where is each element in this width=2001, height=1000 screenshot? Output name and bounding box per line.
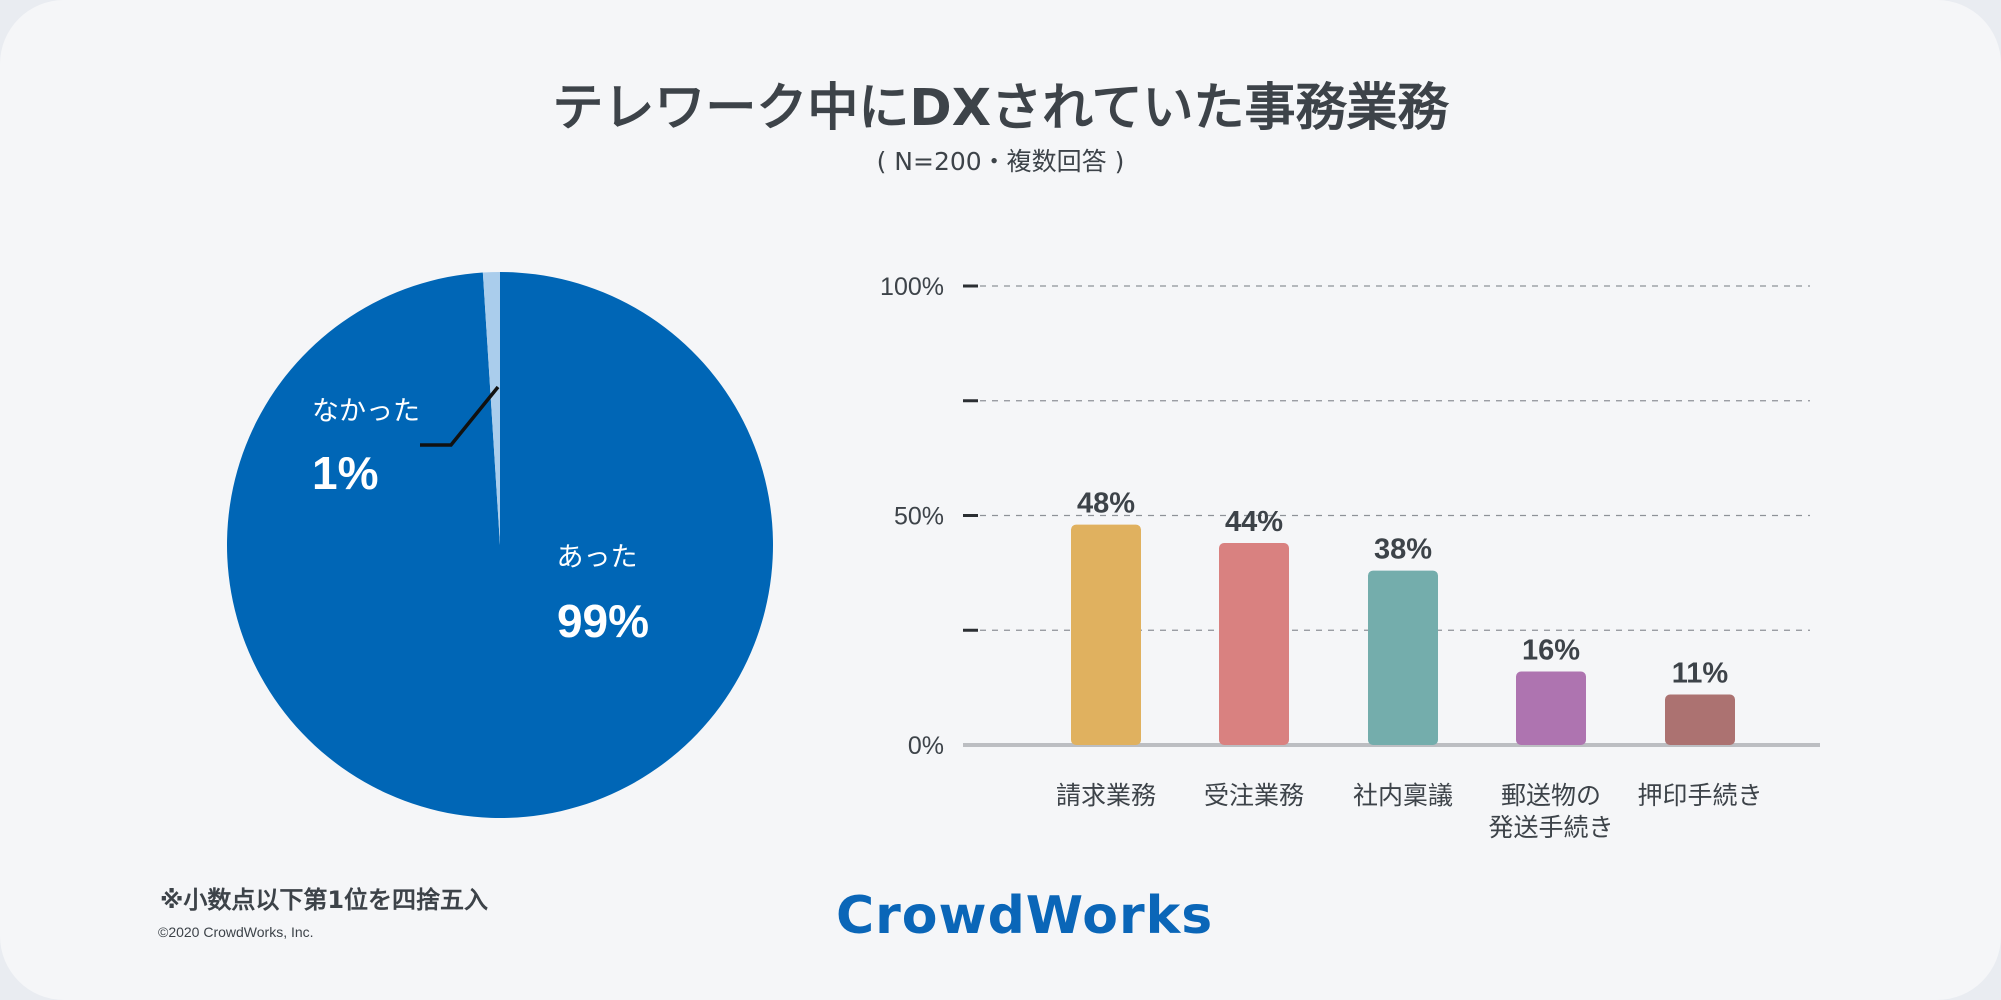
x-category-label: 押印手続き <box>1637 781 1762 810</box>
bar-value-label: 44% <box>1225 506 1283 538</box>
pie-label-name: あった <box>557 542 638 573</box>
pie-slice-2 <box>482 272 500 545</box>
bar-1 <box>1071 524 1141 745</box>
rounding-note: ※小数点以下第1位を四捨五入 <box>160 886 489 914</box>
chart-subtitle: ( N=200・複数回答 ) <box>876 147 1125 176</box>
pie-slice-1 <box>226 272 773 818</box>
bar-value-label: 11% <box>1672 658 1729 690</box>
x-category-label: 社内稟議 <box>1353 781 1453 810</box>
pie-chart: あった 99% なかった 1% <box>226 272 773 818</box>
x-category-label: 受注業務 <box>1204 781 1304 810</box>
y-tick-label: 50% <box>894 503 944 531</box>
bar-2 <box>1219 543 1289 745</box>
bar-value-label: 38% <box>1374 534 1432 566</box>
pie-leader-line <box>420 385 500 447</box>
bar-value-label: 16% <box>1522 635 1580 667</box>
copyright-text: ©2020 CrowdWorks, Inc. <box>158 924 314 940</box>
crowdworks-logo: CrowdWorks <box>836 886 1214 946</box>
x-category-label: 請求業務 <box>1056 781 1156 810</box>
chart-title: テレワーク中にDXされていた事務業務 <box>552 79 1449 138</box>
pie-label-name: なかった <box>312 396 420 427</box>
y-tick-label: 0% <box>908 732 944 760</box>
x-category-label: 郵送物の <box>1501 781 1601 810</box>
y-tick-label: 100% <box>880 273 944 301</box>
x-category-label: 発送手続き <box>1488 813 1613 842</box>
bar-3 <box>1368 570 1438 745</box>
pie-label-value: 1% <box>312 447 378 499</box>
pie-label-value: 99% <box>557 595 649 647</box>
bar-5 <box>1665 694 1735 745</box>
bar-chart: 0% 50% 100% 48% 請求業務 44% 受注業務 38% 社内稟議 16% 郵送物の発送手… <box>880 273 1820 842</box>
bar-value-label: 48% <box>1077 488 1135 520</box>
bar-4 <box>1516 671 1586 745</box>
